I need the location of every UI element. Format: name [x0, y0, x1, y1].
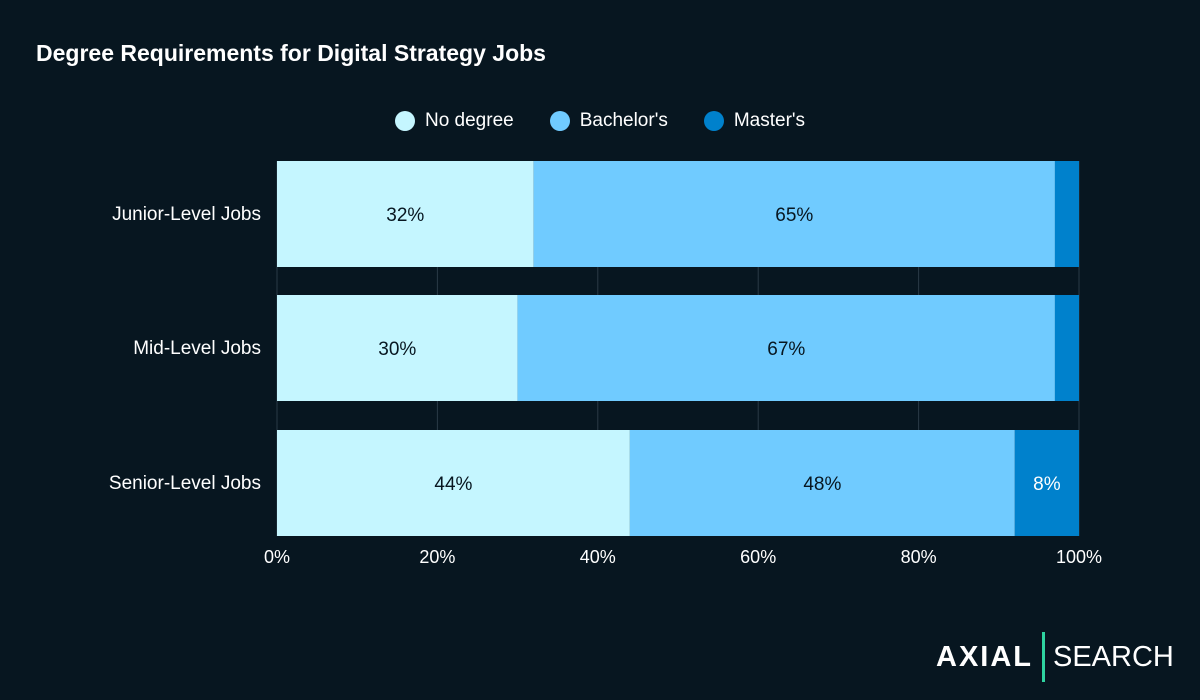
legend-swatch — [703, 111, 724, 131]
data-label: 30% — [378, 339, 416, 360]
y-category-label: Senior-Level Jobs — [109, 473, 261, 494]
chart-title: Degree Requirements for Digital Strategy… — [36, 40, 546, 66]
x-tick-label: 60% — [740, 547, 776, 567]
bar-segment — [1054, 295, 1079, 401]
legend-label: No degree — [424, 110, 514, 131]
y-category-label: Mid-Level Jobs — [133, 338, 261, 359]
legend-label: Master's — [733, 110, 806, 131]
bar-segment — [629, 430, 1015, 536]
axial-search-logo: AXIAL SEARCH — [936, 632, 1174, 682]
y-category-label: Junior-Level Jobs — [112, 204, 261, 225]
legend-swatch — [394, 111, 415, 131]
x-tick-label: 0% — [264, 547, 290, 567]
logo-divider — [1042, 632, 1045, 682]
data-label: 65% — [775, 205, 813, 226]
x-tick-label: 20% — [419, 547, 455, 567]
x-tick-label: 40% — [580, 547, 616, 567]
x-tick-label: 80% — [901, 547, 937, 567]
logo-text-axial: AXIAL — [936, 640, 1033, 673]
x-tick-label: 100% — [1056, 547, 1102, 567]
data-label: 44% — [434, 474, 472, 495]
bar-segment — [1014, 430, 1079, 536]
data-label: 32% — [386, 205, 424, 226]
bar-segment — [277, 295, 518, 401]
legend: No degree Bachelor's Master's — [0, 110, 1200, 132]
bar-segment — [533, 161, 1055, 267]
bar-segment — [277, 161, 534, 267]
bar-segment — [277, 430, 630, 536]
legend-item-no-degree: No degree — [394, 110, 514, 132]
bar-segment — [517, 295, 1055, 401]
logo-text-search: SEARCH — [1053, 640, 1174, 673]
legend-item-bachelors: Bachelor's — [549, 110, 668, 132]
legend-label: Bachelor's — [579, 110, 668, 131]
data-label: 8% — [1033, 474, 1061, 495]
legend-item-masters: Master's — [703, 110, 806, 132]
data-label: 67% — [767, 339, 805, 360]
bar-segment — [1054, 161, 1079, 267]
data-label: 48% — [803, 474, 841, 495]
legend-swatch — [549, 111, 570, 131]
